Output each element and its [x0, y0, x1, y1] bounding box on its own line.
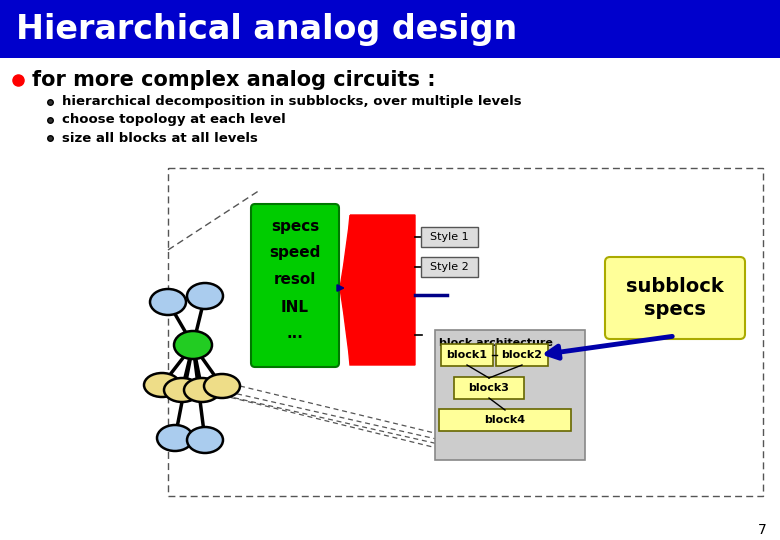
- Text: block1: block1: [446, 350, 488, 360]
- Ellipse shape: [144, 373, 180, 397]
- Bar: [0, 0, 780, 58]
- Text: specs: specs: [271, 219, 319, 233]
- PathPatch shape: [340, 215, 415, 365]
- Ellipse shape: [164, 378, 200, 402]
- FancyBboxPatch shape: [421, 257, 478, 277]
- Text: block3: block3: [469, 383, 509, 393]
- FancyBboxPatch shape: [605, 257, 745, 339]
- FancyBboxPatch shape: [496, 344, 548, 366]
- FancyBboxPatch shape: [421, 227, 478, 247]
- Text: size all blocks at all levels: size all blocks at all levels: [62, 132, 258, 145]
- Text: resol: resol: [274, 273, 316, 287]
- Text: Style 1: Style 1: [431, 232, 469, 242]
- Ellipse shape: [204, 374, 240, 398]
- FancyBboxPatch shape: [454, 377, 524, 399]
- Text: speed: speed: [269, 246, 321, 260]
- Bar: [168, 168, 763, 496]
- Text: ...: ...: [286, 327, 303, 341]
- Ellipse shape: [174, 331, 212, 359]
- Text: subblock
specs: subblock specs: [626, 276, 724, 319]
- Text: Style 2: Style 2: [430, 262, 469, 272]
- FancyBboxPatch shape: [441, 344, 493, 366]
- Ellipse shape: [157, 425, 193, 451]
- FancyBboxPatch shape: [251, 204, 339, 367]
- Ellipse shape: [187, 283, 223, 309]
- Text: Hierarchical analog design: Hierarchical analog design: [16, 12, 517, 45]
- Text: 7: 7: [757, 523, 767, 537]
- Text: block4: block4: [484, 415, 526, 425]
- Text: INL: INL: [281, 300, 309, 314]
- Text: block architecture: block architecture: [439, 338, 553, 348]
- FancyBboxPatch shape: [439, 409, 571, 431]
- Text: hierarchical decomposition in subblocks, over multiple levels: hierarchical decomposition in subblocks,…: [62, 96, 522, 109]
- Ellipse shape: [187, 427, 223, 453]
- Text: block2: block2: [502, 350, 543, 360]
- Ellipse shape: [184, 378, 220, 402]
- Bar: [435, 330, 585, 460]
- Text: for more complex analog circuits :: for more complex analog circuits :: [32, 70, 435, 90]
- Text: choose topology at each level: choose topology at each level: [62, 113, 285, 126]
- Ellipse shape: [150, 289, 186, 315]
